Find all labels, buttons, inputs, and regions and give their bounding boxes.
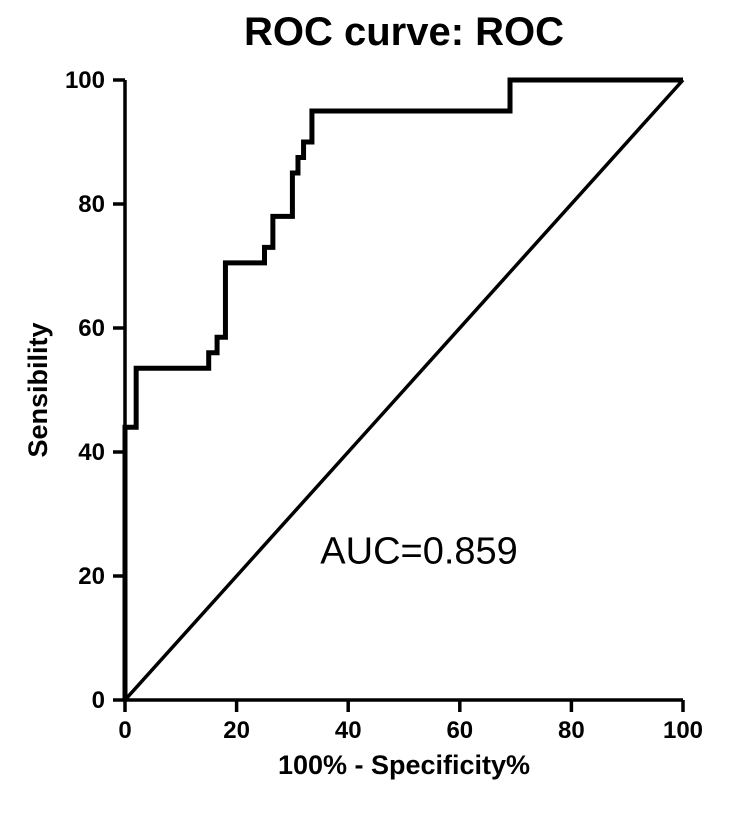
svg-text:60: 60 [446,717,473,744]
x-axis-label: 100% - Specificity% [278,750,530,780]
x-ticks: 0 20 40 60 80 100 [118,700,703,744]
svg-text:40: 40 [335,717,362,744]
svg-text:40: 40 [78,439,105,466]
svg-text:0: 0 [92,687,105,714]
svg-text:100: 100 [663,717,703,744]
svg-text:100: 100 [65,67,105,94]
svg-text:80: 80 [558,717,585,744]
y-axis-label: Sensibility [23,322,53,457]
svg-text:0: 0 [118,717,131,744]
chart-title: ROC curve: ROC [244,10,564,54]
svg-text:60: 60 [78,315,105,342]
svg-text:80: 80 [78,191,105,218]
svg-text:20: 20 [78,563,105,590]
auc-label: AUC=0.859 [320,531,518,573]
y-ticks: 0 20 40 60 80 100 [65,67,125,714]
svg-text:20: 20 [223,717,250,744]
diagonal-line [125,80,683,700]
roc-chart: ROC curve: ROC 0 20 40 60 80 100 0 20 40 60 80 100… [0,0,747,830]
